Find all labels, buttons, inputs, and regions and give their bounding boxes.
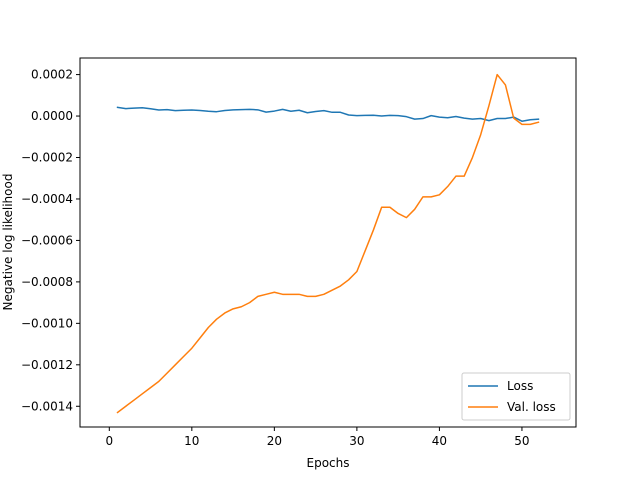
y-tick-label: −0.0014: [21, 399, 73, 413]
y-axis-label: Negative log likelihood: [1, 174, 15, 311]
y-axis-ticks: −0.0014 −0.0012 −0.0010 −0.0008 −0.0006 −0.00…: [21, 68, 80, 413]
x-axis-ticks: 0 10 20 30 40 50: [105, 427, 530, 448]
legend-label-val-loss: Val. loss: [507, 400, 556, 414]
legend: Loss Val. loss: [461, 372, 571, 421]
y-tick-label: −0.0008: [21, 275, 73, 289]
series-line-loss: [116, 106, 540, 122]
plot-area: 0 10 20 30 40 50 −0.0014 −0.0012 −0.0010 −0.0008…: [21, 57, 577, 448]
y-tick-label: −0.0002: [21, 151, 73, 165]
y-tick-label: −0.0012: [21, 358, 73, 372]
y-tick-label: −0.0004: [21, 192, 73, 206]
x-tick-label: 30: [349, 434, 364, 448]
y-tick-label: 0.0000: [31, 109, 73, 123]
x-tick-label: 40: [432, 434, 447, 448]
y-tick-label: −0.0006: [21, 233, 73, 247]
legend-label-loss: Loss: [507, 379, 533, 393]
y-tick-label: 0.0002: [31, 68, 73, 82]
x-tick-label: 50: [514, 434, 529, 448]
x-axis-label: Epochs: [307, 456, 350, 470]
x-tick-label: 10: [184, 434, 199, 448]
series-layer: [116, 73, 540, 414]
axes-frame: [79, 57, 577, 428]
x-tick-label: 0: [105, 434, 113, 448]
series-line-val-loss: [116, 73, 540, 414]
legend-box: [461, 372, 571, 421]
y-tick-label: −0.0010: [21, 316, 73, 330]
x-tick-label: 20: [267, 434, 282, 448]
